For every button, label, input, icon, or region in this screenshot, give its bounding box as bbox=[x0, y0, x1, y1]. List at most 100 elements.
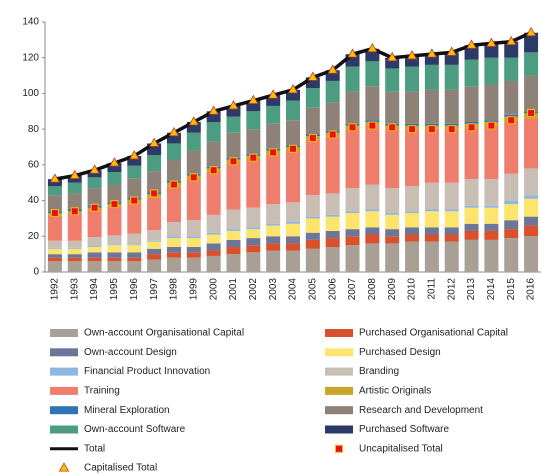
bar-segment bbox=[246, 129, 261, 155]
bar-segment bbox=[266, 204, 281, 224]
bar-segment bbox=[246, 111, 261, 130]
triangle-marker bbox=[248, 94, 259, 104]
x-tick-label: 2013 bbox=[466, 278, 477, 301]
bar-segment bbox=[246, 100, 261, 112]
bar-segment bbox=[166, 252, 181, 258]
triangle-marker bbox=[109, 157, 120, 167]
bar-segment bbox=[266, 236, 281, 244]
bar-segment bbox=[385, 214, 400, 230]
triangle-marker bbox=[486, 37, 497, 47]
bar-segment bbox=[385, 213, 400, 215]
bar-segment bbox=[166, 159, 181, 181]
triangle-marker bbox=[307, 71, 319, 81]
bar-segment bbox=[345, 129, 360, 189]
bar-segment bbox=[424, 89, 439, 124]
bar-segment bbox=[444, 64, 459, 90]
bar-segment bbox=[444, 89, 459, 124]
bar-segment bbox=[385, 236, 400, 244]
bar-segment bbox=[87, 247, 102, 253]
bar-segment bbox=[67, 261, 82, 272]
y-tick-label: 0 bbox=[33, 267, 39, 278]
triangle-marker bbox=[188, 116, 199, 126]
bar-segment bbox=[47, 186, 62, 196]
bar-segment bbox=[226, 254, 241, 272]
bar-segment bbox=[305, 248, 320, 272]
bar-segment bbox=[345, 91, 360, 124]
bar-segment bbox=[524, 198, 539, 217]
bar-segment bbox=[484, 43, 499, 58]
bar-segment bbox=[405, 213, 420, 228]
bar-segment bbox=[47, 257, 62, 262]
bar-segment bbox=[484, 57, 499, 85]
bar-segment bbox=[67, 257, 82, 262]
bar-segment bbox=[166, 236, 181, 239]
bar-segment bbox=[87, 188, 102, 206]
bar-segment bbox=[206, 122, 221, 142]
bar-segment bbox=[524, 32, 539, 53]
bar-segment bbox=[226, 132, 241, 158]
bar-segment bbox=[484, 239, 499, 272]
bar-segment bbox=[325, 193, 340, 215]
bar-segment bbox=[365, 125, 380, 185]
triangle-marker bbox=[69, 169, 80, 179]
bar-segment bbox=[206, 141, 221, 167]
square-marker bbox=[150, 189, 159, 198]
bar-segment bbox=[444, 234, 459, 242]
bar-segment bbox=[107, 206, 122, 236]
bar-segment bbox=[107, 235, 122, 245]
x-tick-label: 1997 bbox=[149, 278, 160, 301]
bar-segment bbox=[424, 182, 439, 210]
bar-segment bbox=[147, 171, 162, 193]
y-tick-label: 140 bbox=[22, 17, 39, 28]
bar-segment bbox=[226, 230, 241, 240]
bar-segment bbox=[504, 220, 519, 230]
bar-segment bbox=[424, 227, 439, 235]
x-tick-label: 2009 bbox=[387, 278, 398, 301]
bar-segment bbox=[385, 229, 400, 237]
bar-segment bbox=[325, 80, 340, 103]
bar-segment bbox=[286, 250, 300, 272]
bar-segment bbox=[47, 195, 62, 212]
legend-label: Branding bbox=[359, 366, 399, 377]
bar-segment bbox=[305, 77, 320, 89]
bar-segment bbox=[147, 143, 162, 156]
bar-segment bbox=[147, 254, 162, 260]
bar-segment bbox=[147, 248, 162, 255]
triangle-marker bbox=[228, 100, 239, 110]
bar-segment bbox=[365, 86, 380, 121]
bar-segment bbox=[365, 61, 380, 87]
bar-segment bbox=[107, 252, 122, 258]
bar-segment bbox=[385, 91, 400, 124]
x-tick-label: 2005 bbox=[307, 278, 318, 301]
bar-segment bbox=[345, 188, 360, 212]
bar-segment bbox=[524, 236, 539, 272]
bar-segment bbox=[424, 211, 439, 228]
bar-segment bbox=[87, 177, 102, 189]
bar-segment bbox=[305, 216, 320, 219]
bar-segment bbox=[385, 68, 400, 92]
bar-segment bbox=[147, 240, 162, 242]
bar-segment bbox=[246, 245, 261, 253]
bar-segment bbox=[127, 261, 142, 272]
bar-segment bbox=[226, 209, 241, 230]
square-marker bbox=[209, 166, 218, 175]
square-marker bbox=[527, 109, 536, 118]
bar-segment bbox=[464, 59, 479, 87]
bar-segment bbox=[444, 211, 459, 228]
bar-segment bbox=[524, 216, 539, 226]
bar-segment bbox=[186, 238, 201, 247]
triangle-marker bbox=[89, 164, 100, 174]
triangle-marker bbox=[387, 51, 398, 62]
bar-segment bbox=[424, 241, 439, 272]
bar-segment bbox=[166, 247, 181, 253]
bar-segment bbox=[107, 172, 122, 185]
bar-segment bbox=[226, 105, 241, 117]
triangle-marker bbox=[446, 46, 457, 56]
bar-segment bbox=[107, 261, 122, 272]
legend-label: Purchased Software bbox=[359, 424, 449, 435]
bar-segment bbox=[365, 209, 380, 212]
bar-segment bbox=[325, 216, 340, 231]
square-marker bbox=[70, 207, 79, 216]
square-marker bbox=[308, 134, 317, 143]
square-marker bbox=[269, 148, 278, 157]
